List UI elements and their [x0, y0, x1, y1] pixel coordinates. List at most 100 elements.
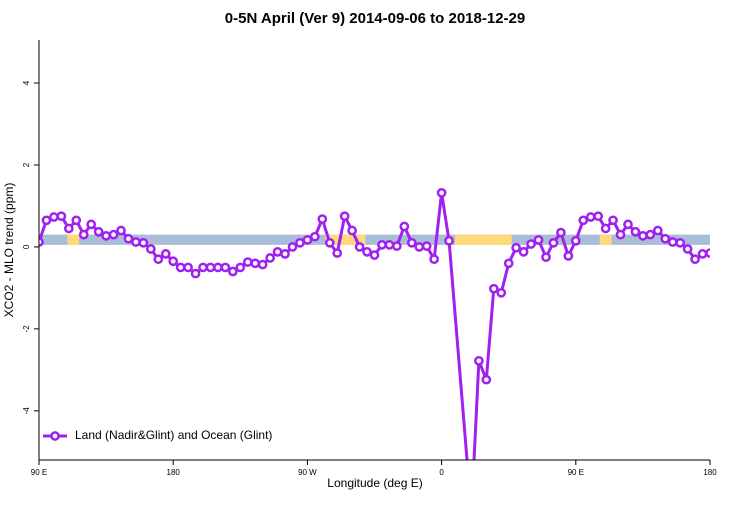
- data-point: [511, 242, 522, 253]
- data-point: [138, 237, 149, 248]
- data-point: [578, 215, 589, 226]
- data-point: [49, 212, 59, 222]
- data-point: [429, 254, 439, 265]
- data-point: [675, 237, 686, 248]
- data-point: [615, 229, 626, 240]
- data-point: [71, 215, 82, 226]
- data-point: [481, 374, 492, 385]
- data-point: [682, 244, 693, 254]
- data-point: [116, 225, 126, 236]
- data-point: [660, 233, 671, 244]
- data-point: [623, 219, 633, 230]
- data-point: [213, 262, 223, 273]
- x-axis-label: Longitude (deg E): [327, 476, 422, 490]
- data-point: [295, 237, 305, 248]
- data-point: [86, 219, 97, 230]
- data-point: [347, 225, 357, 236]
- data-point: [697, 249, 708, 259]
- data-point: [287, 242, 298, 252]
- data-point: [667, 237, 678, 247]
- legend-label: Land (Nadir&Glint) and Ocean (Glint): [75, 428, 272, 442]
- data-point: [444, 235, 454, 246]
- data-point: [257, 259, 268, 270]
- band-segment: [599, 234, 612, 245]
- data-point: [556, 227, 566, 238]
- data-point: [705, 248, 710, 258]
- data-point: [414, 242, 425, 252]
- data-point: [317, 214, 328, 224]
- legend-marker: [50, 431, 60, 441]
- data-point: [488, 283, 499, 294]
- data-point: [145, 244, 156, 254]
- data-point: [56, 211, 67, 222]
- data-point: [548, 237, 559, 248]
- data-point: [533, 235, 544, 245]
- data-point: [220, 262, 231, 273]
- x-tick-label: 180: [703, 468, 717, 477]
- x-tick-label: 0: [439, 468, 444, 477]
- data-point: [153, 254, 164, 265]
- x-tick-label: 90 W: [298, 468, 317, 477]
- data-point: [503, 258, 514, 269]
- data-point: [123, 233, 134, 244]
- data-point: [63, 223, 74, 234]
- data-point: [354, 242, 365, 252]
- data-point: [362, 246, 372, 257]
- data-point: [265, 253, 275, 263]
- y-tick-label: 2: [22, 162, 31, 167]
- data-point: [630, 226, 641, 237]
- data-point: [168, 256, 179, 267]
- data-point: [227, 266, 238, 277]
- data-point: [518, 246, 529, 257]
- data-point: [369, 250, 380, 260]
- plot-area: [39, 187, 710, 460]
- data-point: [198, 262, 208, 273]
- band: [39, 234, 710, 245]
- data-point: [526, 239, 536, 249]
- data-point: [280, 249, 290, 259]
- data-point: [600, 223, 611, 234]
- data-point: [570, 235, 581, 246]
- data-point: [205, 262, 216, 273]
- data-point: [183, 262, 193, 273]
- data-point: [690, 254, 700, 265]
- data-point: [302, 235, 313, 245]
- data-point: [131, 237, 141, 247]
- band-segment: [325, 234, 366, 245]
- data-point: [175, 262, 186, 273]
- x-tick-label: 90 E: [31, 468, 47, 477]
- data-point: [78, 229, 89, 240]
- data-point: [645, 229, 656, 240]
- data-point: [235, 262, 246, 273]
- data-point: [160, 249, 171, 259]
- data-point: [384, 240, 395, 250]
- data-point: [339, 211, 350, 222]
- data-point: [399, 221, 410, 232]
- band-segment: [455, 234, 512, 245]
- data-point: [541, 252, 551, 263]
- band-segment: [67, 234, 80, 245]
- x-tick-label: 180: [167, 468, 181, 477]
- data-point: [638, 231, 648, 241]
- data-point: [332, 248, 343, 258]
- data-point: [496, 287, 507, 298]
- data-point: [108, 229, 119, 240]
- y-tick-label: 4: [22, 80, 31, 85]
- data-point: [563, 251, 574, 261]
- data-point: [474, 355, 484, 366]
- data-point: [421, 241, 432, 251]
- chart-title: 0-5N April (Ver 9) 2014-09-06 to 2018-12…: [225, 10, 525, 27]
- data-point: [310, 231, 320, 242]
- data-point: [436, 187, 447, 198]
- data-point: [406, 237, 417, 248]
- data-point: [585, 212, 596, 222]
- y-tick-label: 0: [22, 244, 31, 249]
- data-point: [652, 225, 663, 236]
- data-point: [593, 211, 604, 222]
- data-point: [93, 226, 104, 237]
- data-point: [242, 257, 253, 267]
- data-point: [392, 241, 402, 251]
- data-point: [377, 240, 387, 250]
- x-tick-label: 90 E: [568, 468, 584, 477]
